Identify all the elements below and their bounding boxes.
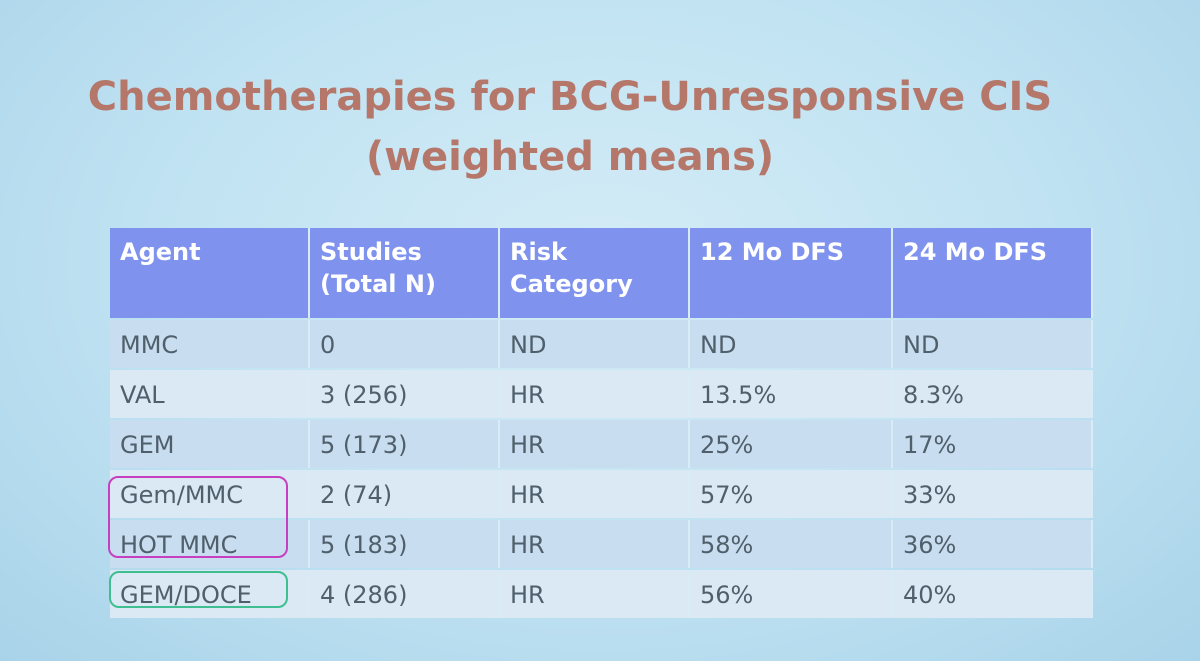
table-cell: ND [690,320,893,368]
table-cell: Gem/MMC [110,470,310,518]
table-row: GEM/DOCE 4 (286) HR 56% 40% [110,570,1093,618]
table-cell: 40% [893,570,1093,618]
header-cell: 24 Mo DFS [893,228,1093,318]
table-cell: 13.5% [690,370,893,418]
table-cell: VAL [110,370,310,418]
table-cell: 58% [690,520,893,568]
highlight-box [109,571,288,608]
table-cell: 2 (74) [310,470,500,518]
title-line: Chemotherapies for BCG-Unresponsive CIS [87,74,1053,120]
table-cell: 0 [310,320,500,368]
table-cell: HR [500,520,690,568]
table-row: MMC 0 ND ND ND [110,320,1093,368]
table-cell: GEM/DOCE [110,570,310,618]
table-cell: 5 (183) [310,520,500,568]
table-cell: HOT MMC [110,520,310,568]
table-row: HOT MMC 5 (183) HR 58% 36% [110,520,1093,568]
table-cell: HR [500,420,690,468]
table-cell: GEM [110,420,310,468]
table-cell: 8.3% [893,370,1093,418]
table-row: GEM 5 (173) HR 25% 17% [110,420,1093,468]
header-row: Agent Studies (Total N) Risk Category 12 Mo… [110,228,1093,318]
highlight-box [108,476,288,558]
title-line: (weighted means) [365,134,775,180]
header-cell: Studies (Total N) [310,228,500,318]
table-cell: 4 (286) [310,570,500,618]
table-cell: HR [500,470,690,518]
table-cell: 3 (256) [310,370,500,418]
table-cell: 25% [690,420,893,468]
header-cell: 12 Mo DFS [690,228,893,318]
table-cell: HR [500,370,690,418]
header-cell: Agent [110,228,310,318]
table-cell: ND [893,320,1093,368]
table-cell: ND [500,320,690,368]
table-cell: 33% [893,470,1093,518]
table-cell: 56% [690,570,893,618]
table-cell: MMC [110,320,310,368]
table-cell: 5 (173) [310,420,500,468]
table-cell: HR [500,570,690,618]
table-row: Gem/MMC 2 (74) HR 57% 33% [110,470,1093,518]
table-cell: 57% [690,470,893,518]
table-cell: 36% [893,520,1093,568]
table-row: VAL 3 (256) HR 13.5% 8.3% [110,370,1093,418]
table-cell: 17% [893,420,1093,468]
header-cell: Risk Category [500,228,690,318]
